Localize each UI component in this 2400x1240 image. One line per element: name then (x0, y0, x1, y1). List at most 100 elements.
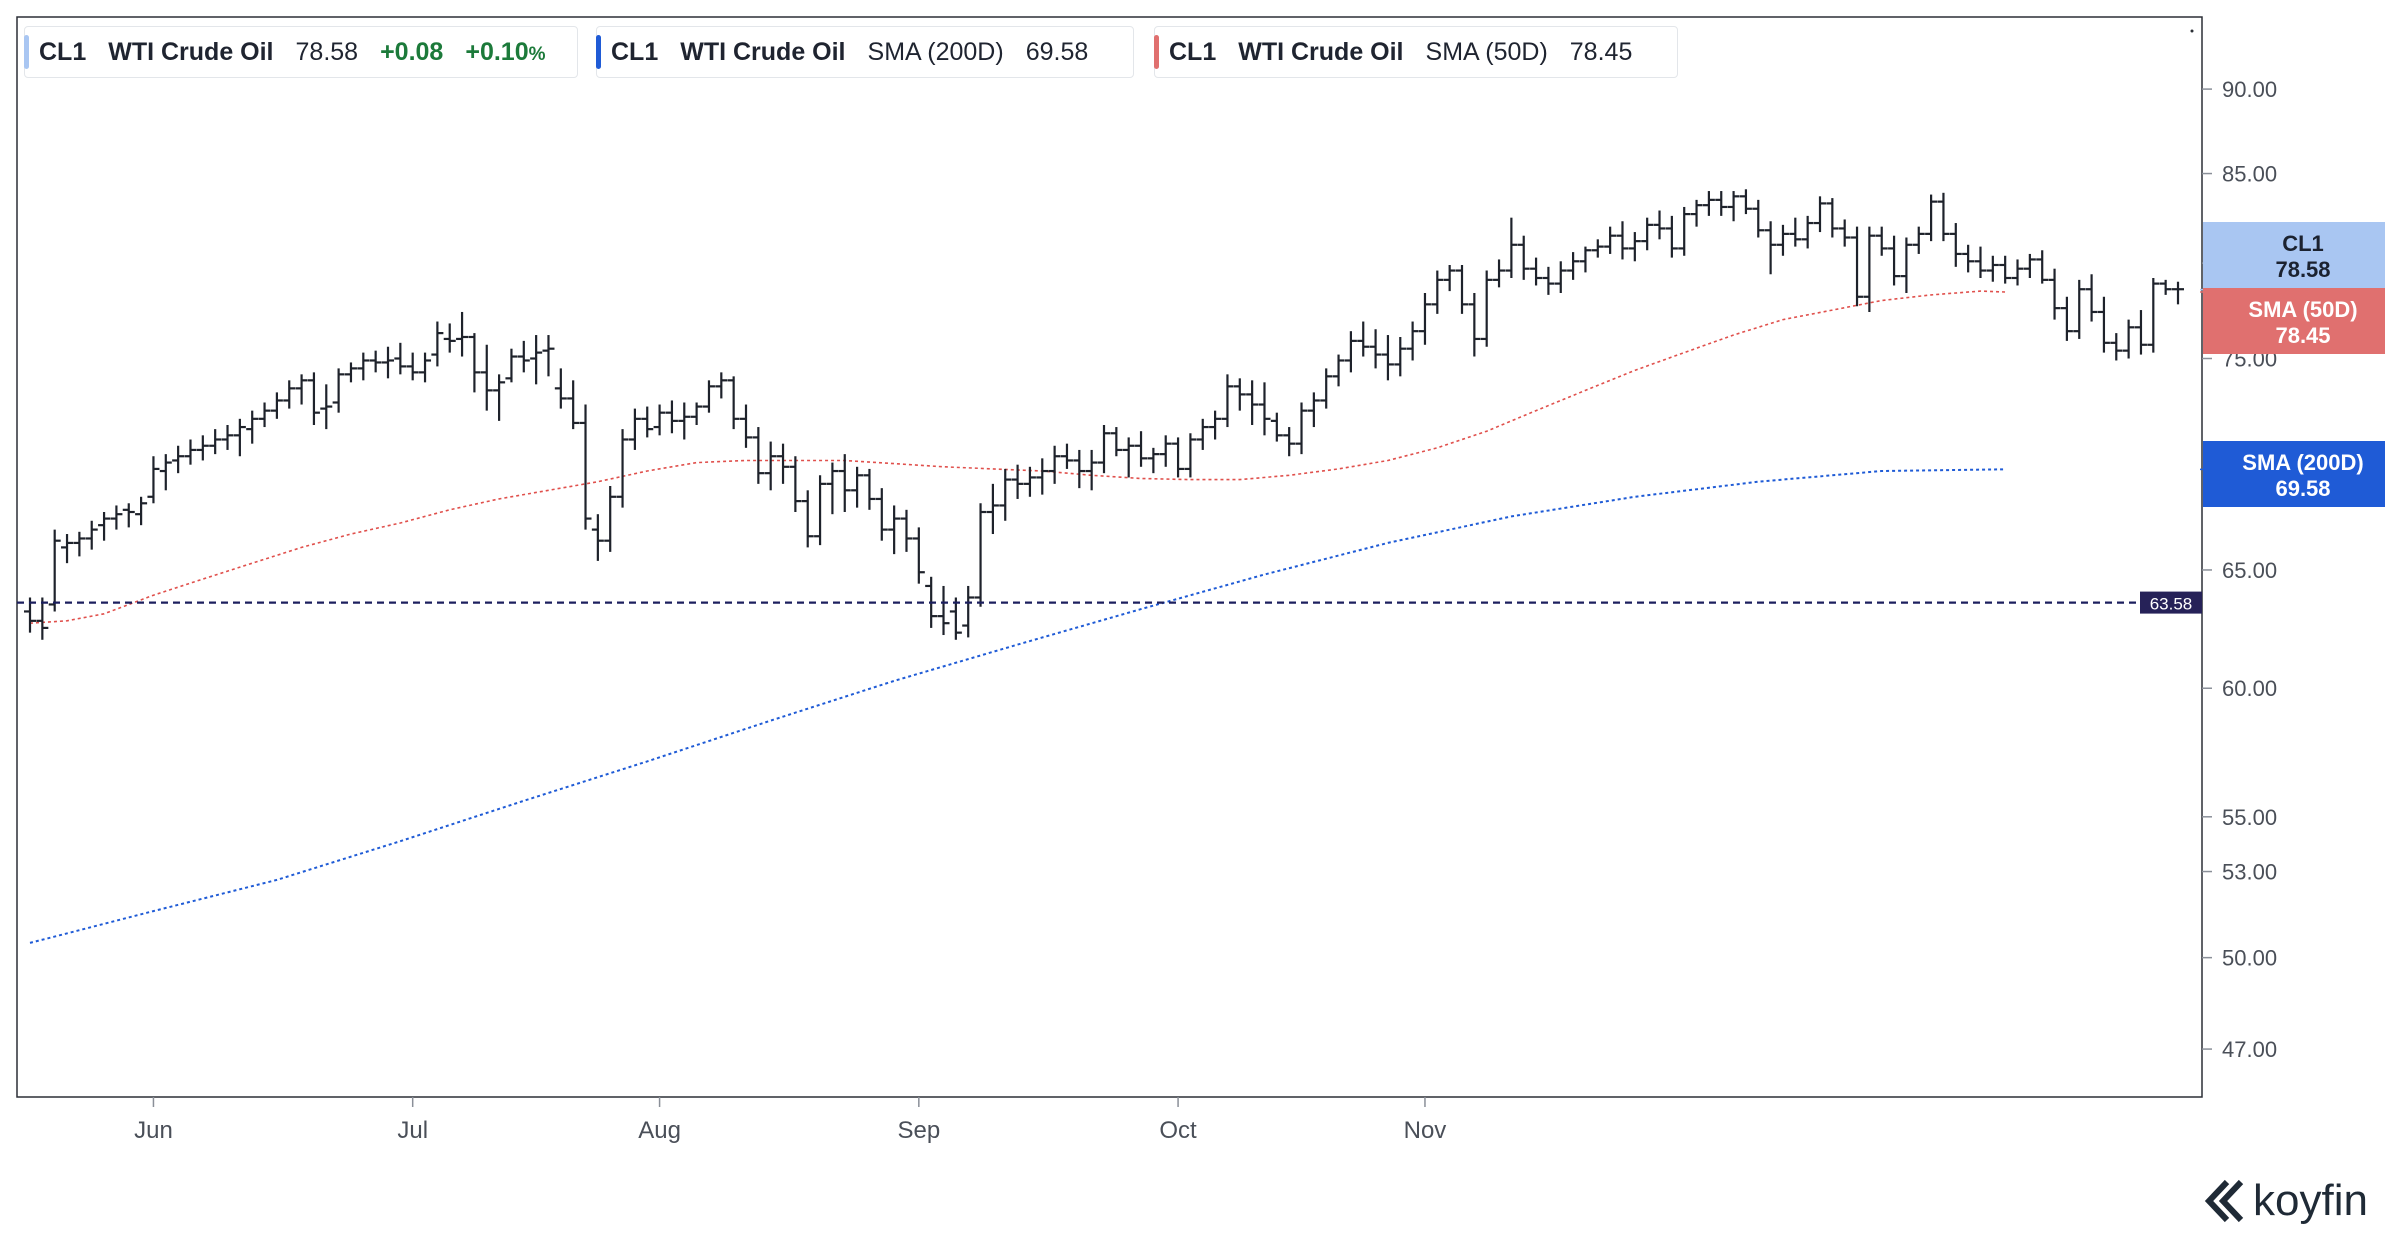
ohlc-bar (431, 321, 444, 367)
ohlc-bar (505, 348, 518, 383)
sma200-tag: SMA (200D)69.58 (2200, 441, 2385, 507)
ohlc-bar (1739, 189, 1752, 215)
ohlc-bar (999, 468, 1012, 521)
legend-sma200-name: WTI Crude Oil (680, 37, 846, 66)
ohlc-bar (184, 439, 197, 465)
ohlc-bar (1912, 226, 1925, 254)
ohlc-bar (752, 427, 765, 484)
ohlc-bar (616, 429, 629, 508)
ohlc-bar (1246, 380, 1259, 425)
ohlc-bar (962, 585, 975, 638)
ohlc-bar (172, 445, 185, 474)
ohlc-bar (159, 454, 172, 491)
ohlc-bar (1233, 378, 1246, 411)
ohlc-bar (1381, 335, 1394, 381)
ohlc-bar (382, 346, 394, 379)
ohlc-bar (196, 435, 209, 461)
ohlc-bar (1678, 206, 1691, 256)
legend-sma50[interactable]: CL1 WTI Crude Oil SMA (50D) 78.45 (1154, 26, 1678, 78)
ohlc-bar (925, 576, 938, 628)
ohlc-bar (1443, 264, 1456, 292)
ohlc-bar (2011, 259, 2024, 286)
ohlc-bar (209, 429, 222, 455)
ohlc-bar (1591, 239, 1604, 258)
ohlc-bar (2073, 279, 2086, 339)
ohlc-bar (690, 402, 703, 425)
x-tick-label: Sep (897, 1117, 940, 1144)
ohlc-bar (1480, 270, 1493, 347)
ohlc-bar (98, 512, 111, 541)
ohlc-bar (1715, 191, 1728, 216)
legend-price-value: 78.58 (295, 37, 359, 66)
legend-price[interactable]: CL1 WTI Crude Oil 78.58 +0.08 +0.10% (24, 26, 578, 78)
sma50-tag-value: 78.45 (2275, 323, 2330, 348)
sma200-tag-connector (2200, 468, 2216, 475)
ohlc-bar (1369, 329, 1382, 369)
ohlc-bar (1122, 437, 1135, 478)
y-tick-label: 53.00 (2222, 860, 2277, 885)
ohlc-bar (1628, 232, 1641, 262)
ohlc-bar (1196, 418, 1209, 450)
ohlc-bar (2097, 296, 2110, 353)
ohlc-bar (777, 443, 790, 484)
legend-sma200[interactable]: CL1 WTI Crude Oil SMA (200D) 69.58 (596, 26, 1134, 78)
sma200-tag-label: SMA (200D) (2242, 450, 2363, 475)
ohlc-bar (2122, 319, 2135, 359)
ohlc-bar (1789, 217, 1802, 247)
ohlc-bar (1085, 449, 1098, 491)
ohlc-bar (456, 311, 469, 357)
ohlc-bar (1752, 199, 1765, 238)
ohlc-bar (1554, 261, 1567, 293)
ohlc-bar (1270, 412, 1283, 442)
ohlc-bar (1517, 235, 1530, 280)
ohlc-bar (1900, 237, 1913, 293)
sma200-tag-box (2203, 441, 2385, 507)
ohlc-bar (1431, 270, 1444, 314)
ohlc-bar (764, 441, 777, 491)
ohlc-bar (554, 368, 567, 409)
ohlc-bar (1999, 255, 2012, 284)
ohlc-bar (949, 597, 962, 640)
ohlc-bar (1814, 196, 1826, 233)
ohlc-bar (1023, 466, 1036, 497)
ohlc-bar (468, 333, 481, 393)
ohlc-bar (320, 384, 333, 430)
ohlc-bar (888, 505, 901, 555)
legend-price-name: WTI Crude Oil (108, 37, 274, 66)
legend-sma50-swatch (1154, 35, 1159, 69)
hline-tag (2140, 591, 2202, 614)
y-tick-label: 75.00 (2222, 347, 2277, 372)
ohlc-bar (1851, 226, 1864, 307)
x-tick-label: Jul (397, 1117, 428, 1144)
ohlc-bar (542, 335, 555, 377)
ohlc-bar (1986, 255, 1999, 282)
ohlc-bar (419, 352, 432, 383)
ohlc-bar (2036, 250, 2049, 284)
brand-name: koyfin (2253, 1176, 2368, 1225)
ohlc-bar (480, 344, 493, 411)
ohlc-bar (406, 352, 419, 381)
legend-sma50-symbol: CL1 (1169, 37, 1217, 66)
legend-price-change: +0.08 (380, 37, 444, 66)
ohlc-bar (801, 490, 814, 548)
ohlc-bar (628, 408, 641, 450)
ohlc-bar (73, 531, 86, 557)
ohlc-bar (653, 404, 666, 436)
ohlc-bar (1962, 244, 1975, 273)
ohlc-bar (24, 597, 36, 633)
legend-sma50-value: 78.45 (1569, 37, 1633, 66)
y-tick-label: 60.00 (2222, 676, 2277, 701)
ohlc-bar (1283, 427, 1296, 457)
ohlc-bar (900, 509, 913, 552)
ohlc-bar (1826, 198, 1839, 238)
y-tick-label: 47.00 (2222, 1037, 2277, 1062)
ohlc-bar (1048, 445, 1061, 484)
ohlc-bar (740, 404, 752, 448)
ohlc-bar (665, 400, 678, 434)
legend-sma50-indicator: SMA (50D) (1425, 37, 1548, 66)
ohlc-bar (715, 372, 728, 399)
ohlc-bar (604, 486, 617, 552)
ohlc-bar (1542, 266, 1555, 295)
